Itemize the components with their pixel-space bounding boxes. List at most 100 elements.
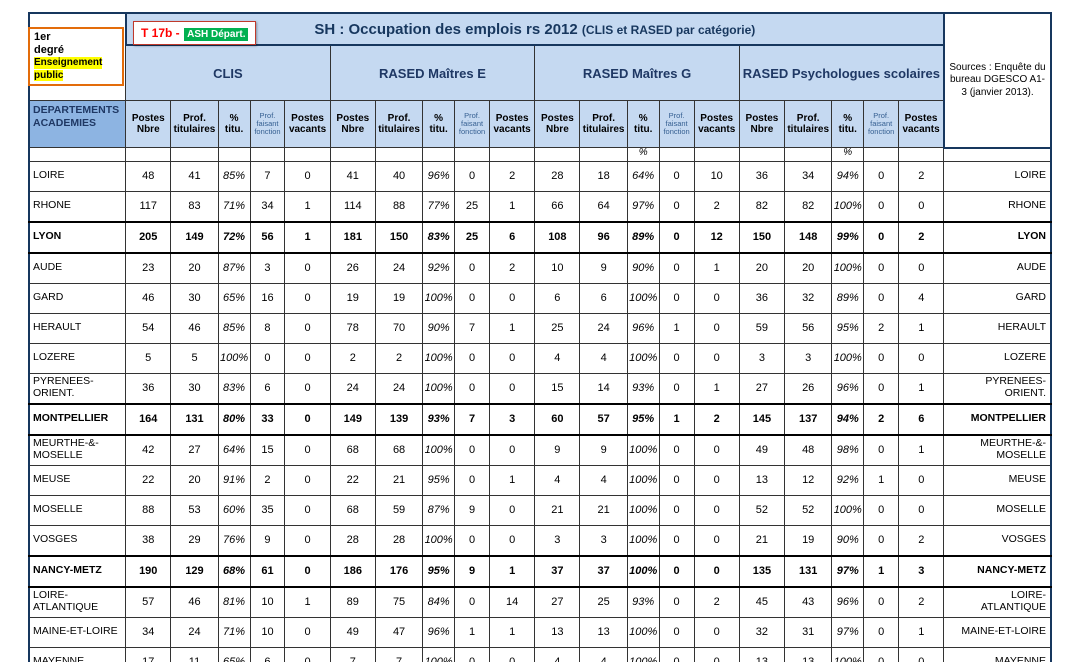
data-cell: 9	[579, 434, 628, 466]
table-row: LOZERE 5 5 100% 0 0 2 2 100% 0 0 4 4 100% 0 0 3 3 100% 0 0 LO…	[28, 342, 1052, 374]
data-cell: 164	[125, 402, 172, 436]
sub-header-postes-vacants: Postes vacants	[489, 100, 536, 148]
data-cell: 0	[693, 342, 740, 374]
data-cell: 0	[863, 434, 900, 466]
data-cell: 0	[489, 342, 536, 374]
data-cell: 99%	[831, 220, 865, 254]
data-cell: 4	[579, 342, 628, 374]
data-cell: 150	[374, 220, 424, 254]
data-cell: 97%	[831, 616, 865, 648]
data-cell: 81%	[217, 586, 251, 618]
dept-name-left: HERAULT	[28, 312, 127, 344]
sub-header--titu-: % titu.	[422, 100, 456, 148]
data-cell: 10	[693, 160, 740, 192]
data-cell: 59	[374, 494, 424, 526]
data-cell	[693, 147, 740, 162]
data-cell: 205	[125, 220, 172, 254]
data-cell: 100%	[422, 646, 456, 662]
total-row: NANCY-METZ 190 129 68% 61 0 186 176 95% 9 1 37 37 100…	[28, 554, 1052, 588]
data-cell: 2	[693, 402, 740, 436]
data-cell: 4	[534, 464, 581, 496]
table-row: AUDE 23 20 87% 3 0 26 24 92% 0 2 10 9 90% 0 1 20 20 100% 0 0…	[28, 252, 1052, 284]
data-cell: 19	[374, 282, 424, 314]
sub-header--titu-: % titu.	[217, 100, 251, 148]
data-cell: 83	[170, 190, 219, 222]
total-row: LYON 205 149 72% 56 1 181 150 83% 25 6 108 96 89% 0 12 1…	[28, 220, 1052, 254]
data-cell	[422, 147, 456, 162]
data-cell: 10	[249, 616, 286, 648]
data-cell: 8	[249, 312, 286, 344]
badge-line-4: public	[34, 69, 64, 82]
data-cell: 60%	[217, 494, 251, 526]
data-cell: 7	[374, 646, 424, 662]
sub-header-prof-titulaires: Prof. titulaires	[170, 100, 219, 148]
data-cell: 93%	[626, 372, 660, 404]
data-cell: 7	[454, 312, 491, 344]
data-cell: 76%	[217, 524, 251, 556]
data-cell: 2	[329, 342, 376, 374]
data-cell: 13	[534, 616, 581, 648]
departments-header-line1: DEPARTEMENTS	[33, 104, 120, 116]
data-cell: 0	[284, 402, 331, 436]
data-cell: 28	[374, 524, 424, 556]
dept-name-right: MAINE-ET-LOIRE	[943, 616, 1052, 648]
data-cell: 37	[534, 554, 581, 588]
sub-header--titu-: % titu.	[831, 100, 865, 148]
data-cell: 46	[170, 312, 219, 344]
data-cell: 100%	[422, 342, 456, 374]
data-cell: 131	[170, 402, 219, 436]
table-row: HERAULT 54 46 85% 8 0 78 70 90% 7 1 25 24 96% 1 0 59 56 95…	[28, 312, 1052, 344]
data-cell: 6	[579, 282, 628, 314]
data-cell: 89%	[626, 220, 660, 254]
data-cell: 0	[658, 554, 695, 588]
data-cell: 57	[125, 586, 172, 618]
data-cell: 0	[863, 342, 900, 374]
sub-header-prof-titulaires: Prof. titulaires	[374, 100, 424, 148]
data-cell: 0	[489, 646, 536, 662]
data-cell: 2	[489, 252, 536, 284]
data-cell: 88	[374, 190, 424, 222]
data-cell: 96%	[831, 586, 865, 618]
data-cell: 68	[329, 434, 376, 466]
data-cell: 43	[784, 586, 833, 618]
data-cell: 30	[170, 372, 219, 404]
sub-header-prof-titulaires: Prof. titulaires	[784, 100, 833, 148]
table-row: MAYENNE 17 11 65% 6 0 7 7 100% 0 0 4 4 100% 0 0 13 13 100%…	[28, 646, 1052, 662]
data-cell: 15	[534, 372, 581, 404]
data-cell: 28	[534, 160, 581, 192]
data-cell: 28	[329, 524, 376, 556]
dept-name-left: MEUSE	[28, 464, 127, 496]
data-cell: 75	[374, 586, 424, 618]
data-cell: 1	[489, 312, 536, 344]
data-cell: 1	[863, 464, 900, 496]
data-cell: 95%	[831, 312, 865, 344]
group-header-4: RASED Psychologues scolaires	[738, 44, 945, 101]
data-cell: 93%	[626, 586, 660, 618]
data-cell: 85%	[217, 312, 251, 344]
data-cell	[374, 147, 424, 162]
data-cell: 114	[329, 190, 376, 222]
data-cell: 0	[693, 434, 740, 466]
data-cell: 70	[374, 312, 424, 344]
data-cell: 82	[784, 190, 833, 222]
data-cell: 88	[125, 494, 172, 526]
partial-row: %%	[28, 147, 1052, 162]
data-cell: 97%	[626, 190, 660, 222]
data-cell: 0	[454, 464, 491, 496]
data-cell: 3	[489, 402, 536, 436]
data-cell: 2	[898, 220, 945, 254]
sub-header-postes-vacants: Postes vacants	[898, 100, 945, 148]
data-cell: 60	[534, 402, 581, 436]
dept-name-left: LOIRE	[28, 160, 127, 192]
data-cell: 100%	[626, 342, 660, 374]
sheet-tag: T 17b - ASH Départ.	[133, 21, 257, 45]
data-cell: 0	[863, 616, 900, 648]
data-cell: 90%	[626, 252, 660, 284]
table-row: PYRENEES-ORIENT. 36 30 83% 6 0 24 24 100% 0 0 15 14 9…	[28, 372, 1052, 404]
data-cell: %	[626, 147, 660, 162]
sub-header-postes-vacants: Postes vacants	[693, 100, 740, 148]
dept-name-right: VOSGES	[943, 524, 1052, 556]
data-cell: 7	[454, 402, 491, 436]
data-cell: 1	[454, 616, 491, 648]
data-cell: 36	[738, 282, 786, 314]
